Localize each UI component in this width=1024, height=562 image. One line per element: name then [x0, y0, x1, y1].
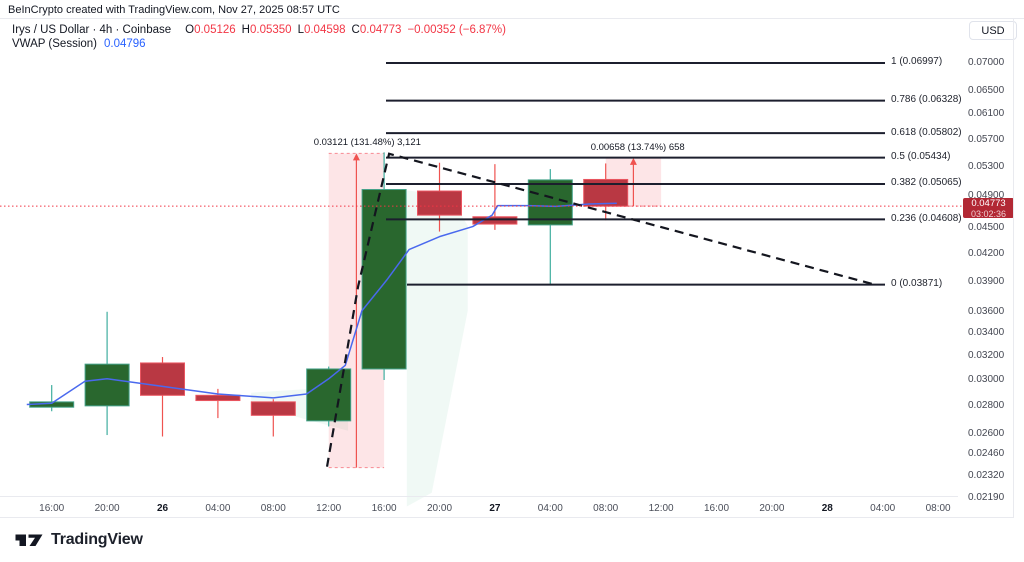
ohlc-value: 0.04773	[359, 24, 402, 36]
ohlc-key: L	[297, 24, 304, 36]
currency-toggle[interactable]: USD	[969, 21, 1017, 40]
candle-body	[195, 394, 241, 402]
time-axis-label: 16:00	[39, 503, 65, 514]
fib-level-label: 1 (0.06997)	[891, 56, 943, 68]
time-axis-label: 08:00	[593, 503, 619, 514]
fib-level-label: 0.5 (0.05434)	[891, 151, 951, 163]
time-axis-label: 04:00	[205, 503, 231, 514]
ohlc-value: 0.05126	[194, 24, 236, 36]
time-axis-label: 27	[489, 503, 501, 514]
price-axis-label: 0.02320	[968, 470, 1005, 482]
pane-bottom-border	[0, 496, 958, 497]
measure-arrowhead	[352, 153, 360, 161]
trendline-dashed	[325, 152, 876, 467]
candle-body	[527, 179, 573, 226]
right-border	[1013, 18, 1014, 517]
tradingview-logo[interactable]: TradingView	[14, 531, 143, 549]
price-axis-label: 0.06100	[968, 108, 1005, 120]
time-axis-label: 20:00	[759, 503, 785, 514]
bar-countdown: 03:02:36	[970, 209, 1007, 219]
time-axis-label: 28	[821, 503, 833, 514]
price-axis-label: 0.04500	[968, 222, 1005, 234]
indicator-legend[interactable]: VWAP (Session) 0.04796	[12, 38, 146, 50]
tradingview-logo-text: TradingView	[51, 531, 143, 548]
candle-body	[140, 362, 185, 396]
candle-body	[29, 401, 75, 408]
indicator-value: 0.04796	[104, 38, 146, 50]
indicator-name: VWAP (Session)	[12, 38, 97, 50]
fib-level-label: 0.618 (0.05802)	[891, 126, 962, 138]
measure-box	[605, 157, 662, 207]
fib-level-label: 0.382 (0.05065)	[891, 177, 962, 189]
symbol-legend[interactable]: Irys / US Dollar · 4h · Coinbase O0.05126…	[12, 24, 506, 36]
candle-body	[417, 190, 462, 216]
ohlc-key: O	[185, 24, 195, 36]
candle-body	[361, 189, 407, 370]
time-axis-label: 16:00	[371, 503, 397, 514]
vwap-band	[251, 386, 349, 431]
candle-body	[84, 363, 130, 407]
timeaxis-bottom-border	[0, 517, 1014, 518]
price-axis-label: 0.07000	[968, 56, 1005, 68]
time-axis-label: 20:00	[426, 503, 453, 514]
measure-box	[328, 153, 385, 468]
time-axis-label: 12:00	[316, 503, 342, 514]
price-axis-label: 0.03900	[968, 275, 1005, 287]
price-axis-label: 0.02600	[968, 427, 1005, 439]
price-axis-label: 0.04900	[968, 190, 1005, 202]
measure-label: 0.03121 (131.48%) 3,121	[313, 137, 421, 149]
ohlc-key: H	[241, 24, 250, 36]
credit-text: BeInCrypto created with TradingView.com,…	[8, 4, 340, 16]
candle-body	[250, 401, 296, 416]
measure-label: 0.00658 (13.74%) 658	[590, 141, 685, 153]
candle-body	[472, 216, 518, 225]
price-axis-label: 0.03200	[968, 349, 1005, 361]
vwap-band	[406, 190, 468, 507]
price-axis-label: 0.02190	[968, 491, 1005, 503]
time-axis-label: 04:00	[537, 503, 563, 514]
price-axis-label: 0.05700	[968, 133, 1005, 145]
price-axis-label: 0.06500	[968, 84, 1005, 96]
time-axis-label: 08:00	[260, 503, 286, 514]
price-axis-label: 0.03000	[968, 374, 1005, 386]
symbol-title: Irys / US Dollar · 4h · Coinbase	[12, 24, 172, 36]
time-axis-label: 04:00	[870, 503, 896, 514]
time-axis-label: 26	[156, 503, 169, 514]
header-divider	[0, 18, 1024, 19]
price-axis-label: 0.05300	[968, 160, 1005, 172]
price-axis-label: 0.02460	[968, 448, 1005, 460]
fib-level-label: 0.786 (0.06328)	[891, 94, 962, 106]
vwap-line	[26, 202, 617, 406]
time-axis-label: 08:00	[925, 503, 951, 514]
price-axis-label: 0.04200	[968, 248, 1005, 260]
ohlc-key: C	[351, 24, 360, 36]
candle-body	[583, 178, 629, 207]
time-axis-label: 12:00	[648, 503, 674, 514]
ohlc-values: O0.05126 H0.05350 L0.04598 C0.04773	[179, 24, 401, 36]
fib-level-label: 0.236 (0.04608)	[891, 212, 962, 224]
measure-arrowhead	[629, 157, 637, 165]
price-axis-label: 0.03400	[968, 327, 1005, 339]
tradingview-logo-icon	[15, 534, 43, 546]
time-axis-label: 16:00	[703, 503, 730, 514]
fib-level-label: 0 (0.03871)	[891, 278, 943, 290]
change-value: −0.00352 (−6.87%)	[407, 24, 506, 36]
ohlc-value: 0.04598	[303, 24, 346, 36]
current-price-badge[interactable]: 0.04773 03:02:36	[963, 198, 1014, 219]
time-axis-label: 20:00	[94, 503, 120, 514]
price-axis-label: 0.03600	[968, 305, 1005, 317]
ohlc-value: 0.05350	[249, 24, 292, 36]
current-price-value: 0.04773	[971, 198, 1006, 209]
candle-body	[306, 368, 352, 422]
price-axis-label: 0.02800	[968, 399, 1005, 411]
